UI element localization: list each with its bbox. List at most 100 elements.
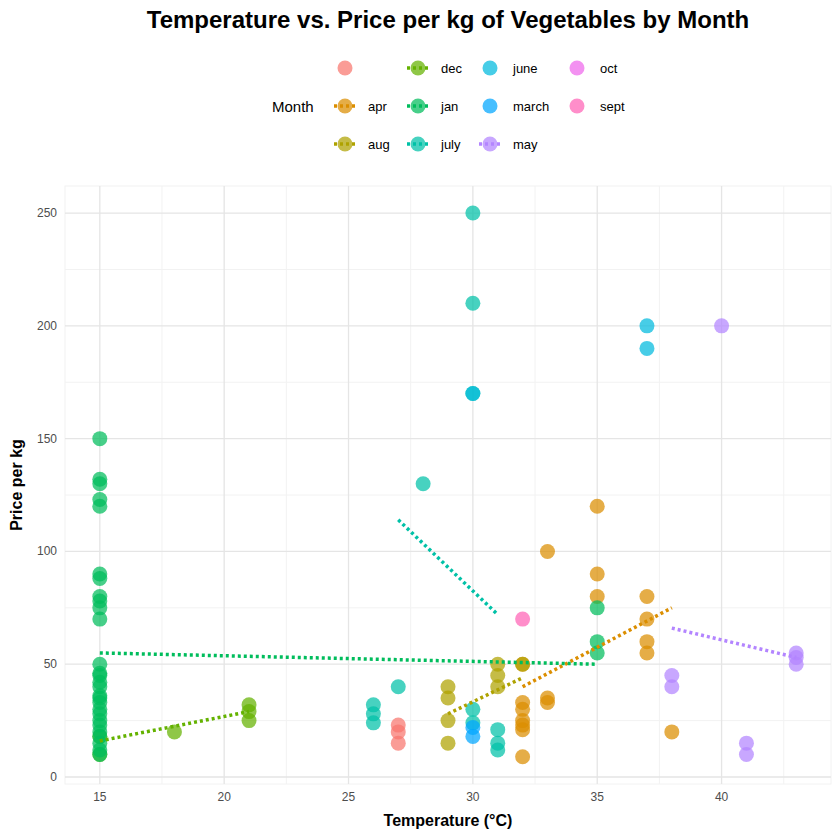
point bbox=[92, 571, 107, 586]
chart: 152025303540050100150200250Temperature v… bbox=[0, 0, 840, 840]
series bbox=[515, 612, 530, 627]
legend-label: may bbox=[513, 137, 538, 152]
minor-grid-x bbox=[659, 186, 660, 784]
grid-y bbox=[65, 212, 831, 213]
trend-line bbox=[672, 628, 796, 657]
grid-x bbox=[721, 186, 722, 784]
legend-key bbox=[338, 61, 353, 76]
series bbox=[515, 499, 679, 764]
point bbox=[92, 499, 107, 514]
point bbox=[639, 341, 654, 356]
point bbox=[441, 736, 456, 751]
point bbox=[714, 318, 729, 333]
grid-x bbox=[597, 186, 598, 784]
legend-label: dec bbox=[441, 61, 462, 76]
y-tick-label: 100 bbox=[37, 544, 57, 558]
minor-grid-x bbox=[410, 186, 411, 784]
trend-line bbox=[100, 712, 249, 741]
x-tick-label: 30 bbox=[466, 790, 480, 804]
legend-label: oct bbox=[600, 61, 618, 76]
point bbox=[465, 296, 480, 311]
point bbox=[465, 702, 480, 717]
minor-grid-y bbox=[65, 607, 831, 608]
point bbox=[515, 612, 530, 627]
point bbox=[92, 612, 107, 627]
point bbox=[416, 476, 431, 491]
series bbox=[391, 718, 406, 751]
legend-key bbox=[338, 137, 353, 152]
legend-label: july bbox=[440, 137, 461, 152]
minor-grid-y bbox=[65, 269, 831, 270]
point bbox=[639, 645, 654, 660]
point bbox=[789, 657, 804, 672]
point bbox=[540, 544, 555, 559]
data-area bbox=[92, 206, 803, 765]
series bbox=[465, 720, 480, 744]
minor-grid-x bbox=[286, 186, 287, 784]
x-tick-label: 35 bbox=[591, 790, 605, 804]
point bbox=[664, 679, 679, 694]
point bbox=[664, 724, 679, 739]
legend-label: aug bbox=[368, 137, 390, 152]
legend-key bbox=[411, 61, 426, 76]
minor-grid-x bbox=[783, 186, 784, 784]
legend-key bbox=[483, 61, 498, 76]
grid-x bbox=[472, 186, 473, 784]
minor-grid-y bbox=[65, 382, 831, 383]
grid-y bbox=[65, 551, 831, 552]
x-tick-label: 40 bbox=[715, 790, 729, 804]
y-axis-title: Price per kg bbox=[8, 439, 25, 531]
point bbox=[167, 724, 182, 739]
point bbox=[465, 729, 480, 744]
minor-grid-x bbox=[535, 186, 536, 784]
grid-x bbox=[224, 186, 225, 784]
legend-key bbox=[570, 61, 585, 76]
x-tick-label: 25 bbox=[342, 790, 356, 804]
point bbox=[490, 722, 505, 737]
point bbox=[242, 713, 257, 728]
point bbox=[92, 747, 107, 762]
grid-y bbox=[65, 664, 831, 665]
y-tick-label: 150 bbox=[37, 432, 57, 446]
point bbox=[515, 722, 530, 737]
point bbox=[515, 749, 530, 764]
trend-line bbox=[100, 653, 597, 664]
legend-key bbox=[338, 99, 353, 114]
y-tick-label: 200 bbox=[37, 319, 57, 333]
minor-grid-x bbox=[161, 186, 162, 784]
series bbox=[664, 318, 803, 762]
trend-line bbox=[398, 520, 497, 615]
title: Temperature vs. Price per kg of Vegetabl… bbox=[147, 6, 749, 33]
point bbox=[465, 386, 480, 401]
legend-key bbox=[483, 137, 498, 152]
series bbox=[441, 657, 531, 751]
legend-label: june bbox=[512, 61, 538, 76]
minor-grid-y bbox=[65, 495, 831, 496]
point bbox=[590, 600, 605, 615]
x-axis-title: Temperature (°C) bbox=[384, 812, 513, 829]
point bbox=[441, 691, 456, 706]
legend-label: apr bbox=[368, 99, 387, 114]
trend-line bbox=[523, 608, 672, 687]
point bbox=[590, 566, 605, 581]
y-tick-label: 0 bbox=[50, 770, 57, 784]
point bbox=[92, 476, 107, 491]
legend-label: jan bbox=[440, 99, 458, 114]
series bbox=[92, 697, 256, 762]
series bbox=[366, 206, 505, 758]
legend-key bbox=[411, 99, 426, 114]
legend-title: Month bbox=[272, 98, 314, 115]
grid-y bbox=[65, 776, 831, 777]
grid-x bbox=[348, 186, 349, 784]
point bbox=[590, 499, 605, 514]
plot-frame bbox=[65, 186, 831, 784]
point bbox=[391, 679, 406, 694]
y-tick-label: 50 bbox=[44, 657, 58, 671]
grid bbox=[65, 186, 831, 784]
point bbox=[465, 206, 480, 221]
y-tick-label: 250 bbox=[37, 206, 57, 220]
point bbox=[540, 695, 555, 710]
point bbox=[739, 747, 754, 762]
series bbox=[92, 431, 604, 762]
grid-y bbox=[65, 438, 831, 439]
